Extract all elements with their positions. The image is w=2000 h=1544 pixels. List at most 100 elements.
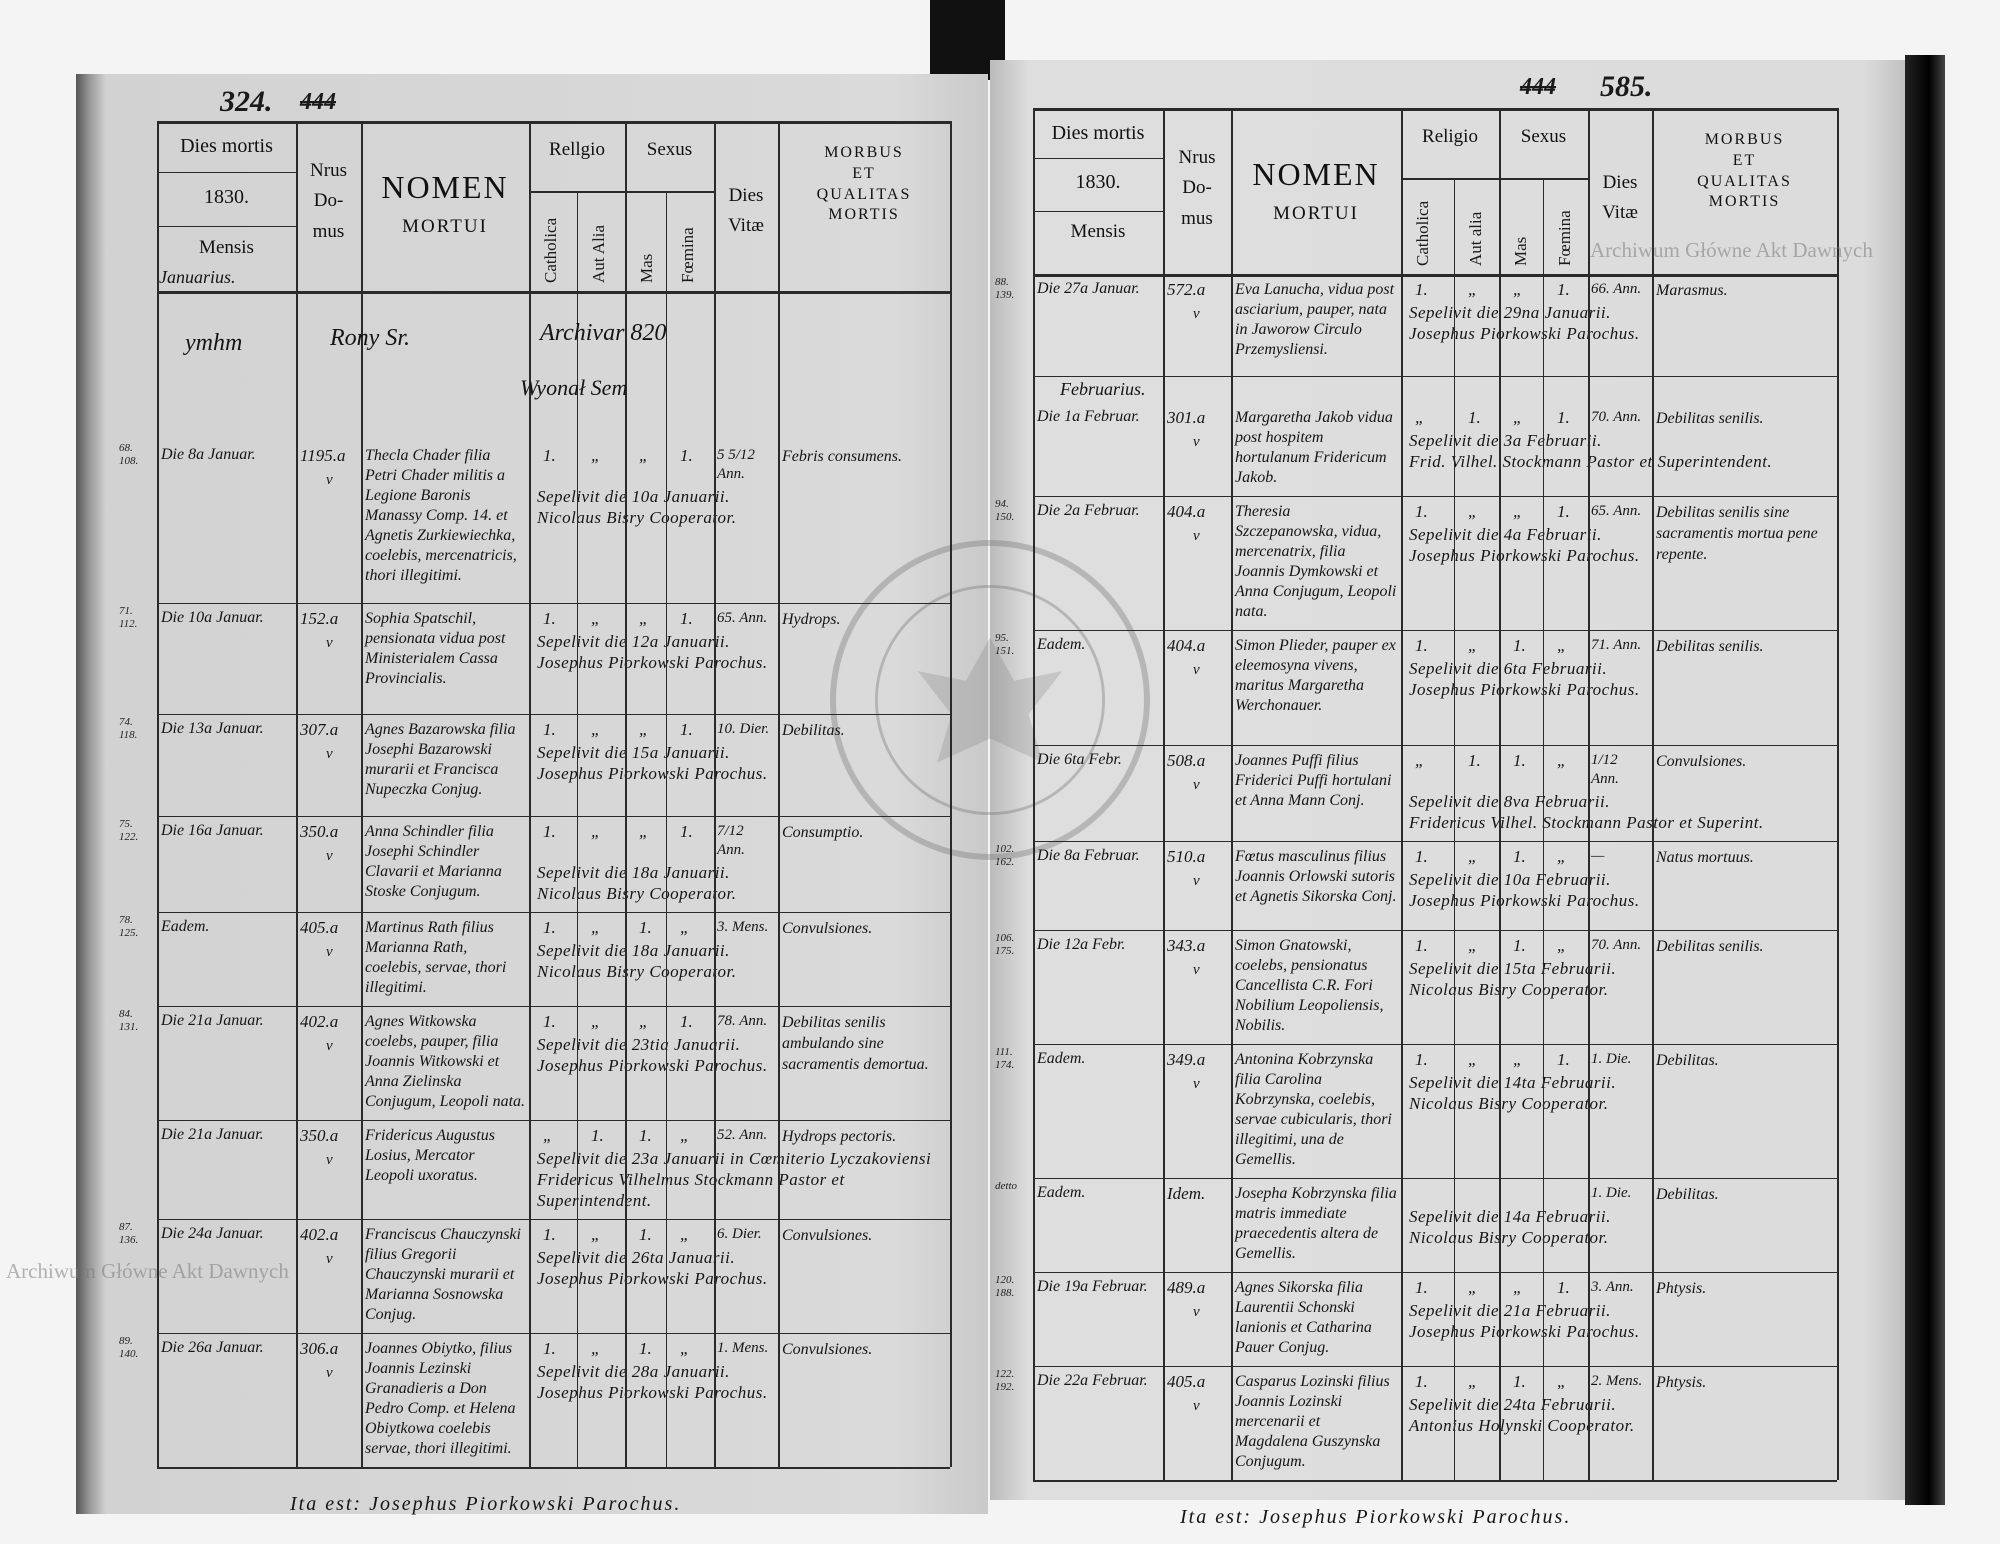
entry-burial-line-2: Nicolaus Bisry Cooperator. [1409,1228,1609,1247]
entry-name: Theresia Szczepanowska, vidua, mercenatr… [1235,503,1397,620]
entry-aut-alia: 1. [591,1126,604,1145]
entry-burial-line-1: Sepelivit die 14ta Februarii. [1409,1073,1617,1092]
entry-burial-block: Consumptio. Sepelivit die 18a Januarii. Ni… [537,822,946,904]
entry-check-mark: v [326,635,333,651]
entry-burial-line-2: Nicolaus Bisry Cooperator. [537,884,737,903]
entry-burial-line-1: Sepelivit die 3a Februarii. [1409,431,1602,450]
entry-burial-block: Convulsiones. Sepelivit die 26ta Januarii… [537,1225,946,1289]
entry-house-number: 1195.a [300,446,346,465]
rule-line [1401,108,1403,1480]
annotation-text: Wyonał Sem [520,375,628,400]
entry-foemina: „ [1557,1372,1567,1391]
entry-morbus: Convulsiones. [782,1341,873,1358]
entry-foemina: 1. [1557,280,1570,299]
entry-burial-line-1: Sepelivit die 12a Januarii. [537,632,730,651]
annotation-text: Rony Sr. [330,325,410,351]
entry-burial-line-2: Fridericus Vilhel. Stockmann Pastor et S… [1409,813,1764,832]
entry-date: Die 2a Februar. [1037,502,1140,519]
entry-date: Die 6ta Febr. [1037,751,1122,768]
header-aut-alia: Aut alia [1466,211,1485,266]
header-catholica: Catholica [541,217,560,283]
header-year: 1830. [1075,171,1121,194]
entry-burial-line-2: Josephus Piorkowski Parochus. [537,1383,768,1402]
entry-name: Casparus Lozinski filius Joannis Lozinsk… [1235,1373,1390,1470]
entry-mas: „ [639,446,649,465]
entry-burial-line-1: Sepelivit die 23a Januarii in Cœmiterio … [537,1149,932,1168]
rule-line [157,1006,950,1007]
entry-mas: 1. [1513,936,1526,955]
entry-index: 120. 188. [995,1274,1015,1299]
rule-line [1033,1178,1837,1179]
entry-morbus: Natus mortuus. [1656,849,1754,866]
entry-catholica: 1. [1415,847,1428,866]
entry-foemina: 1. [1557,1050,1570,1069]
entry-burial-line-1: Sepelivit die 24ta Februarii. [1409,1395,1617,1414]
header-aut-alia: Aut Alia [589,224,608,283]
entry-mas: „ [639,609,649,628]
month-label: Februarius. [1060,379,1146,399]
entry-mas: „ [1513,280,1523,299]
entry-burial-line-2: Nicolaus Bisry Cooperator. [537,508,737,527]
entry-foemina: „ [1557,751,1567,770]
rule-line [778,121,780,1467]
entry-date: Eadem. [161,918,210,935]
entry-check-mark: v [326,944,333,960]
entry-house-number: 405.a [1167,1372,1206,1391]
entry-house-number: 307.a [300,720,339,739]
entry-date: Die 24a Januar. [161,1225,264,1242]
entry-burial-line-2: Fridericus Vilhelmus Stockmann Pastor et… [537,1170,845,1210]
entry-catholica: 1. [543,720,556,739]
entry-mas: „ [1513,1050,1523,1069]
rule-line [296,121,298,1467]
entry-house-number: 404.a [1167,636,1206,655]
entry-aut-alia: 1. [1468,751,1481,770]
entry-check-mark: v [1193,528,1200,544]
header-mortui: MORTUI [1273,203,1359,224]
entry-foemina: 1. [1557,408,1570,427]
entry-house-number: 343.a [1167,936,1206,955]
entry-house-number: 405.a [300,918,339,937]
rule-line [157,816,950,817]
watermark-left: Archiwum Główne Akt Dawnych [6,1259,289,1283]
entry-burial-line-1: Sepelivit die 15ta Februarii. [1409,959,1617,978]
header-religio: Religio [1422,126,1478,147]
header-nrus-domus: Nrus Do- mus [310,160,347,242]
entry-age: 65. Ann. [717,610,768,626]
entry-burial-line-2: Josephus Piorkowski Parochus. [1409,546,1640,565]
entry-name: Joannes Puffi filius Friderici Puffi hor… [1235,752,1392,809]
entry-index: 88. 139. [995,276,1015,301]
entry-morbus: Debilitas. [1656,1052,1719,1069]
header-sexus: Sexus [646,139,693,160]
entry-burial-line-1: Sepelivit die 14a Februarii. [1409,1207,1611,1226]
entry-age: 1. Die. [1591,1051,1632,1067]
entry-age: 3. Ann. [1591,1279,1634,1295]
right-page [990,60,1910,1500]
entry-check-mark: v [1193,662,1200,678]
entry-burial-block: Hydrops. Sepelivit die 12a Januarii. Josep… [537,609,946,673]
entry-foemina: „ [1557,636,1567,655]
rule-line [714,121,716,1467]
entry-morbus: Debilitas senilis ambulando sine sacrame… [782,1014,929,1073]
annotation-text: ymhm [185,330,243,356]
entry-morbus: Convulsiones. [782,1227,873,1244]
entry-catholica: 1. [1415,502,1428,521]
rule-line [157,1219,950,1220]
entry-house-number: 349.a [1167,1050,1206,1069]
entry-date: Die 8a Februar. [1037,847,1140,864]
entry-burial-line-2: Frid. Vilhel. Stockmann Pastor et Superi… [1409,452,1773,471]
entry-burial-line-1: Sepelivit die 26ta Januarii. [537,1248,736,1267]
rule-line [577,191,578,1467]
archive-stamp [830,540,1150,860]
rule-line [157,1467,950,1469]
rule-line [157,291,950,294]
entry-name: Franciscus Chauczynski filius Gregorii C… [365,1226,521,1323]
entry-foemina: 1. [680,822,693,841]
entry-name: Agnes Bazarowska filia Josephi Bazarowsk… [365,721,516,798]
entry-catholica: 1. [1415,280,1428,299]
entry-date: Die 10a Januar. [161,609,264,626]
entry-check-mark: v [326,1251,333,1267]
entry-morbus: Phtysis. [1656,1280,1707,1297]
entry-check-mark: v [1193,1076,1200,1092]
entry-catholica: „ [1415,408,1425,427]
entry-date: Eadem. [1037,636,1086,653]
